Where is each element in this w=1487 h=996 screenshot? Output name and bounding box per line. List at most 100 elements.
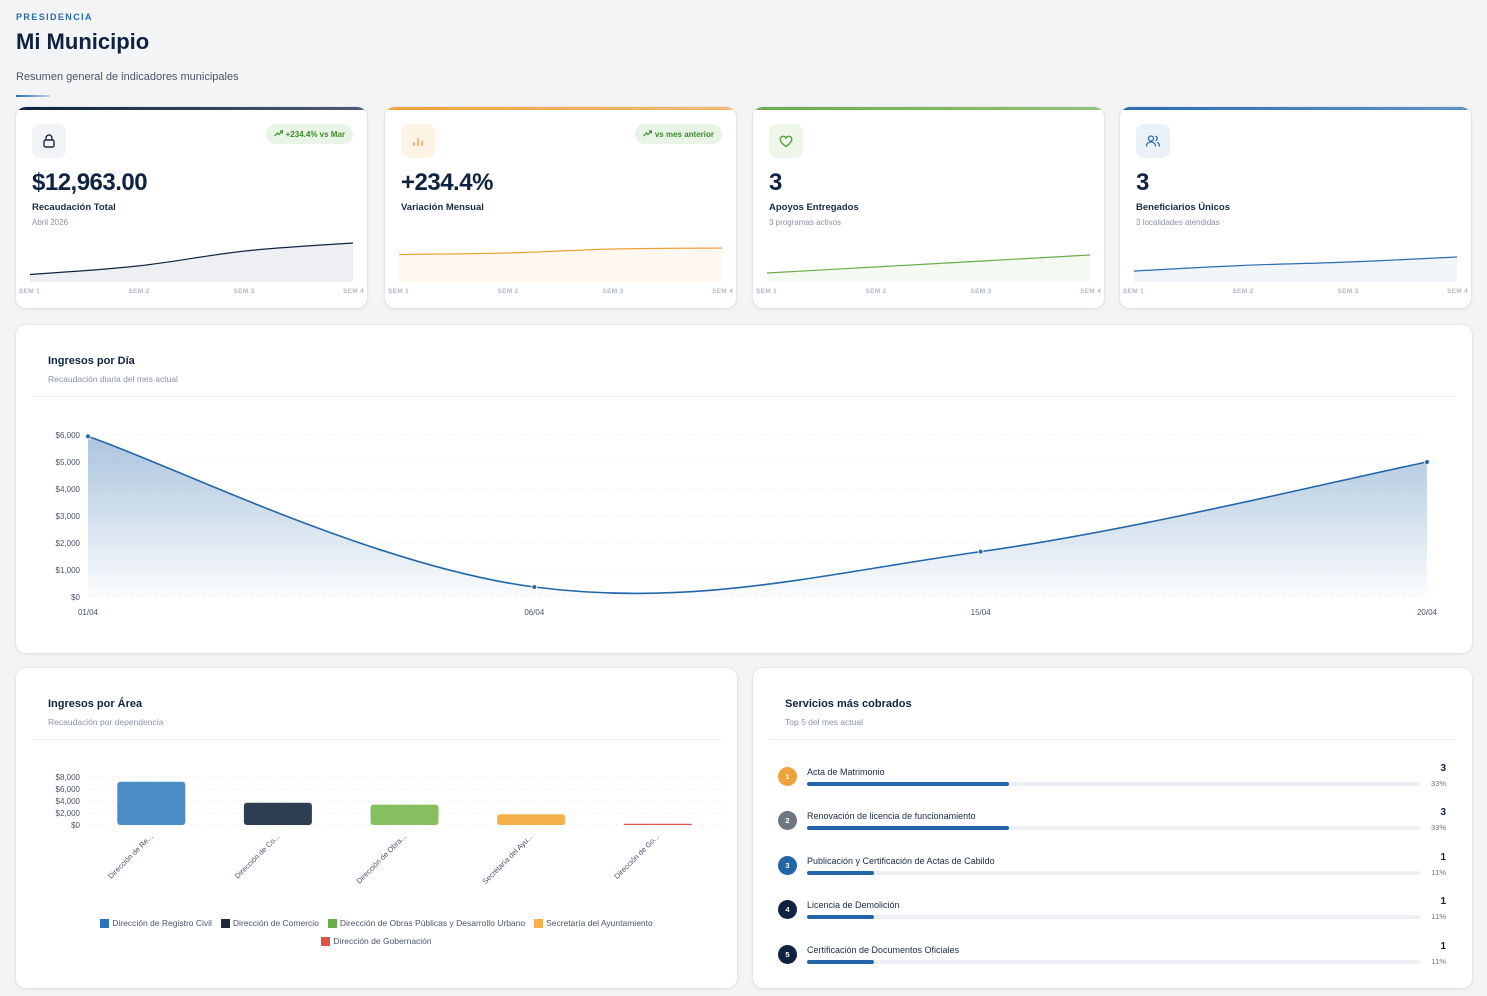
- page-title: Mi Municipio: [16, 29, 150, 54]
- panel-divider: [32, 396, 1456, 397]
- axis-tick-label: SEM 2: [1232, 288, 1254, 295]
- kpi-value: 3: [769, 169, 782, 196]
- panel-subtitle: Top 5 del mes actual: [785, 717, 863, 727]
- y-tick-label: $6,000: [56, 431, 81, 440]
- progress-track: [807, 782, 1420, 786]
- progress-track: [807, 915, 1420, 920]
- axis-tick-label: SEM 2: [497, 288, 519, 295]
- service-count: 3: [1440, 763, 1446, 774]
- trend-up-icon: [642, 129, 652, 139]
- legend-item[interactable]: Secretaría del Ayuntamiento: [534, 918, 653, 928]
- legend-item[interactable]: Dirección de Obras Públicas y Desarrollo…: [327, 918, 526, 928]
- service-row[interactable]: 2 Renovación de licencia de funcionamient…: [778, 807, 1446, 841]
- service-row[interactable]: 5 Certificación de Documentos Oficiales 1 1…: [778, 941, 1446, 975]
- lock-icon: [32, 124, 66, 158]
- rank-badge: 3: [778, 855, 797, 875]
- panel-subtitle: Recaudación por dependencia: [48, 717, 164, 727]
- sparkline-chart: [766, 254, 1091, 282]
- rank-badge: 1: [778, 767, 797, 786]
- kpi-sublabel: Abril 2026: [32, 218, 69, 227]
- x-tick-label: Dirección de Obra...: [354, 832, 408, 886]
- axis-tick-label: SEM 3: [233, 288, 255, 295]
- x-tick-label: 06/04: [524, 608, 545, 617]
- daily-income-chart[interactable]: $0 $1,000 $2,000 $3,000 $4,000 $5,000 $6,000 01…: [16, 325, 1472, 653]
- bar: [117, 781, 186, 825]
- progress-track: [807, 826, 1420, 831]
- trend-up-icon: [273, 129, 283, 139]
- sparkline-axis: SEM 1 SEM 2 SEM 3 SEM 4: [756, 288, 1101, 295]
- legend-item[interactable]: Dirección de Gobernación: [321, 936, 432, 946]
- bar: [243, 802, 312, 825]
- service-row[interactable]: 4 Licencia de Demolición 1 11%: [778, 896, 1446, 930]
- progress-fill: [807, 915, 875, 920]
- progress-fill: [807, 959, 875, 964]
- sparkline-line: [1133, 256, 1458, 272]
- x-tick-label: 20/04: [1417, 608, 1438, 617]
- x-tick-label: 01/04: [78, 608, 99, 617]
- series-line: [87, 435, 1428, 595]
- users-icon: [1136, 124, 1170, 158]
- axis-tick-label: SEM 2: [128, 288, 150, 295]
- rank-badge: 4: [778, 900, 797, 920]
- y-tick-label: $0: [71, 593, 80, 602]
- kpi-card-apoyos[interactable]: 3 Apoyos Entregados 3 programas activos …: [753, 107, 1104, 308]
- sparkline-area: [399, 248, 722, 282]
- axis-tick-label: SEM 1: [388, 288, 410, 295]
- title-underline: [16, 95, 50, 97]
- service-name: Renovación de licencia de funcionamiento: [807, 811, 976, 822]
- y-tick-label: $4,000: [56, 797, 81, 806]
- x-tick-label: Secretaría del Ayu...: [480, 832, 534, 886]
- sparkline-line: [766, 254, 1091, 274]
- kpi-card-recaudacion[interactable]: +234.4% vs Mar $12,963.00 Recaudación To…: [16, 107, 367, 308]
- y-tick-label: $5,000: [56, 458, 81, 467]
- y-tick-label: $4,000: [56, 485, 81, 494]
- legend-item[interactable]: Dirección de Comercio: [220, 918, 319, 928]
- kpi-value: +234.4%: [401, 169, 493, 196]
- data-point: [85, 433, 91, 440]
- service-count: 1: [1440, 851, 1446, 863]
- area-income-panel: Ingresos por Área Recaudación por depend…: [16, 668, 737, 988]
- card-accent-bar: [385, 107, 736, 110]
- service-count: 3: [1440, 807, 1446, 819]
- service-percent: 33%: [1430, 779, 1446, 788]
- sparkline-chart: [29, 242, 354, 282]
- sparkline-chart: [1133, 256, 1458, 282]
- card-accent-bar: [16, 107, 367, 110]
- progress-fill: [807, 870, 875, 875]
- axis-tick-label: SEM 2: [865, 288, 887, 295]
- service-row[interactable]: 3 Publicación y Certificación de Actas de…: [778, 852, 1446, 886]
- badge-text: +234.4% vs Mar: [285, 129, 345, 139]
- sparkline-line: [29, 242, 354, 276]
- legend-swatch: [327, 918, 337, 928]
- legend-swatch: [321, 936, 331, 946]
- panel-divider: [769, 739, 1456, 740]
- kpi-label: Beneficiarios Únicos: [1136, 202, 1230, 213]
- service-name: Certificación de Documentos Oficiales: [807, 944, 960, 955]
- page-subtitle: Resumen general de indicadores municipal…: [16, 71, 239, 83]
- y-tick-label: $8,000: [56, 773, 81, 782]
- axis-tick-label: SEM 3: [1337, 288, 1359, 295]
- progress-track: [807, 959, 1420, 964]
- service-percent: 11%: [1431, 912, 1446, 922]
- bar: [623, 823, 692, 825]
- x-tick-label: 15/04: [971, 608, 992, 617]
- panel-title: Ingresos por Área: [48, 698, 143, 710]
- sparkline-axis: SEM 1 SEM 2 SEM 3 SEM 4: [1123, 288, 1468, 295]
- sparkline-line: [398, 247, 723, 256]
- eyebrow-label: PRESIDENCIA: [16, 12, 93, 22]
- trend-badge: +234.4% vs Mar: [265, 124, 353, 144]
- legend-item[interactable]: Dirección de Registro Civil: [100, 918, 212, 928]
- bar: [370, 804, 439, 825]
- axis-tick-label: SEM 4: [1446, 288, 1468, 295]
- axis-tick-label: SEM 4: [1079, 288, 1101, 295]
- kpi-card-variacion[interactable]: vs mes anterior +234.4% Variación Mensua…: [385, 107, 736, 308]
- kpi-card-beneficiarios[interactable]: 3 Beneficiarios Únicos 3 localidades ate…: [1120, 107, 1471, 308]
- sparkline-chart: [398, 247, 723, 282]
- area-income-chart[interactable]: $0 $2,000 $4,000 $6,000 $8,000 Dirección de R…: [16, 668, 737, 908]
- sparkline-axis: SEM 1 SEM 2 SEM 3 SEM 4: [19, 288, 364, 295]
- y-tick-label: $0: [71, 821, 80, 830]
- service-count: 1: [1440, 896, 1446, 908]
- legend-label: Dirección de Obras Públicas y Desarrollo…: [339, 918, 526, 928]
- service-row[interactable]: 1 Acta de Matrimonio 3 33%: [778, 763, 1446, 797]
- kpi-label: Recaudación Total: [32, 202, 116, 213]
